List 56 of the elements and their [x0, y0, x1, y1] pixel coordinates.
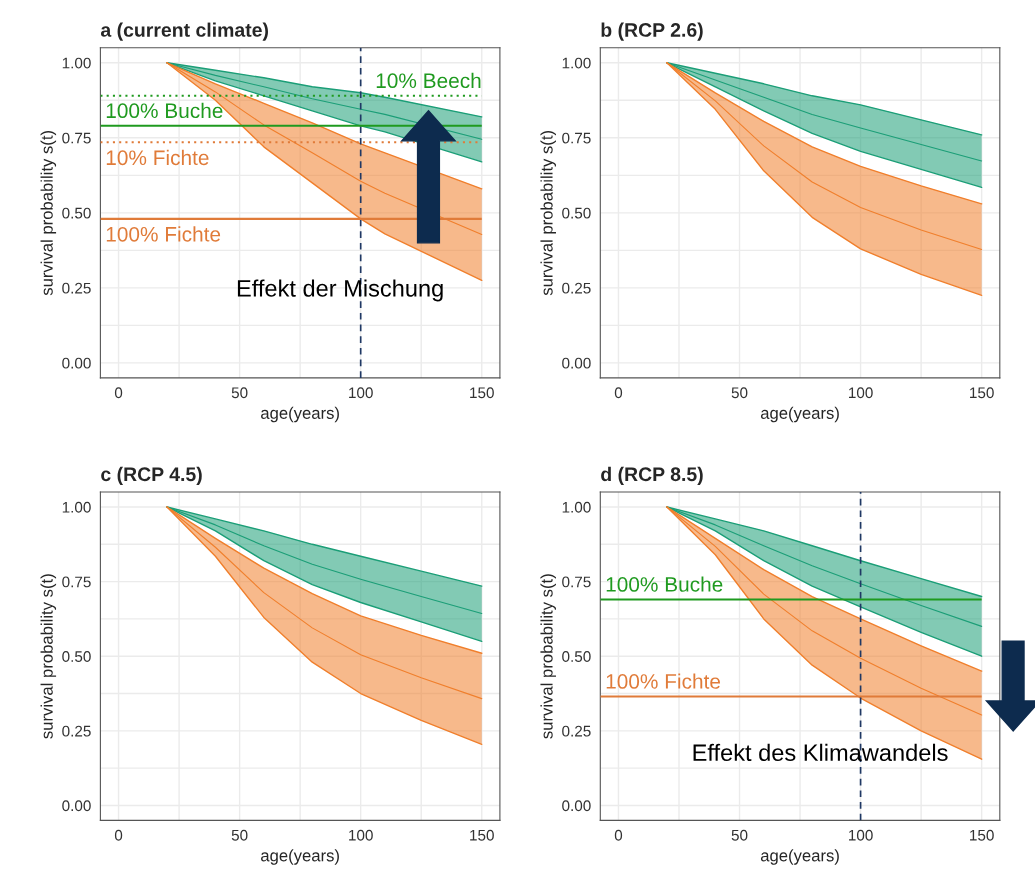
y-axis-title: survival probability s(t) [40, 574, 57, 739]
x-tick-label: 50 [231, 387, 248, 399]
y-tick-label: 0.50 [62, 207, 91, 219]
y-tick-label: 0.50 [562, 207, 591, 219]
y-tick-label: 0.25 [562, 282, 591, 294]
x-tick-label: 0 [614, 829, 623, 841]
x-tick-label: 100 [349, 829, 373, 841]
y-tick-label: 0.25 [62, 282, 91, 294]
y-tick-label: 0.00 [562, 357, 591, 369]
x-tick-label: 150 [470, 829, 494, 841]
ref-line-label: 100% Fichte [106, 226, 221, 242]
y-tick-label: 0.75 [562, 132, 591, 144]
y-tick-label: 1.00 [562, 57, 591, 69]
y-tick-label: 0.75 [562, 576, 591, 588]
y-tick-label: 0.75 [62, 576, 91, 588]
x-axis-title: age(years) [261, 849, 339, 865]
y-axis-title: survival probability s(t) [40, 130, 57, 296]
y-tick-label: 0.00 [62, 800, 91, 812]
x-tick-label: 0 [114, 387, 123, 399]
ref-line-label: 100% Fichte [606, 673, 721, 689]
chart-title: b (RCP 2.6) [601, 22, 703, 41]
y-tick-label: 0.00 [62, 357, 91, 369]
ref-line-label: 10% Beech [376, 72, 481, 89]
annotation: Effekt des Klimawandels [693, 743, 948, 762]
x-tick-label: 150 [970, 387, 994, 399]
x-axis-title: age(years) [261, 406, 339, 423]
y-tick-label: 1.00 [62, 501, 91, 513]
chart-title: c (RCP 4.5) [101, 466, 202, 485]
chart-title: d (RCP 8.5) [601, 466, 703, 485]
y-tick-label: 0.75 [62, 132, 91, 144]
chart-title: a (current climate) [100, 22, 268, 41]
x-tick-label: 150 [970, 829, 994, 841]
y-tick-label: 0.00 [562, 800, 591, 812]
x-tick-label: 0 [114, 829, 123, 841]
y-tick-label: 0.25 [562, 725, 591, 737]
y-tick-label: 0.50 [62, 651, 91, 662]
x-tick-label: 50 [731, 829, 748, 841]
x-tick-label: 100 [849, 829, 873, 841]
x-tick-label: 150 [470, 387, 494, 399]
x-tick-label: 100 [349, 387, 373, 399]
x-tick-label: 100 [849, 387, 873, 399]
x-tick-label: 50 [731, 387, 748, 399]
y-tick-label: 1.00 [62, 57, 91, 69]
y-axis-title: survival probability s(t) [540, 130, 556, 296]
ref-line-label: 100% Buche [106, 102, 223, 119]
y-tick-label: 1.00 [562, 501, 591, 513]
ref-line-label: 10% Fichte [106, 149, 209, 166]
y-tick-label: 0.50 [562, 651, 591, 662]
y-axis-title: survival probability s(t) [540, 574, 556, 739]
x-axis-title: age(years) [760, 849, 839, 865]
x-tick-label: 50 [231, 829, 248, 841]
ref-line-label: 100% Buche [606, 576, 723, 592]
x-axis-title: age(years) [760, 406, 839, 423]
x-tick-label: 0 [614, 387, 623, 399]
y-tick-label: 0.25 [62, 725, 91, 737]
annotation: Effekt der Mischung [237, 279, 443, 302]
